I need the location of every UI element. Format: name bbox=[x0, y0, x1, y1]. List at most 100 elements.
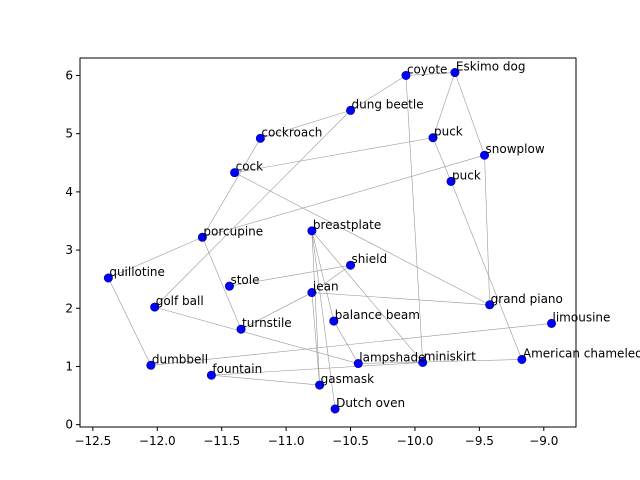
data-point bbox=[255, 133, 265, 143]
y-tick-label: 1 bbox=[65, 359, 73, 373]
x-tick-label: −12.0 bbox=[139, 434, 176, 448]
point-label: golf ball bbox=[156, 294, 204, 308]
edge-line bbox=[311, 230, 320, 386]
edge-line bbox=[154, 306, 359, 364]
edge-line bbox=[311, 292, 490, 306]
edge-line bbox=[260, 110, 351, 139]
edge-line bbox=[234, 172, 490, 306]
y-tick-label: 5 bbox=[65, 127, 73, 141]
edge-line bbox=[108, 277, 152, 366]
edge-line bbox=[311, 230, 336, 409]
x-tick-label: −10.0 bbox=[397, 434, 434, 448]
point-label: puck bbox=[452, 168, 481, 182]
data-point bbox=[197, 232, 207, 242]
data-point bbox=[230, 168, 240, 178]
y-axis: 0 1 2 3 4 5 6 bbox=[65, 68, 80, 432]
data-point bbox=[307, 226, 317, 236]
data-point bbox=[330, 404, 340, 414]
point-label: lampshade bbox=[359, 351, 425, 365]
point-label: balance beam bbox=[335, 308, 420, 322]
point-label: gasmask bbox=[321, 372, 375, 386]
y-tick-label: 4 bbox=[65, 185, 73, 199]
x-tick-label: −10.5 bbox=[332, 434, 369, 448]
data-point bbox=[446, 176, 456, 186]
data-point bbox=[401, 70, 411, 80]
edge-line bbox=[450, 181, 523, 360]
data-point bbox=[307, 288, 317, 298]
edge-line bbox=[358, 359, 522, 364]
x-tick-label: −11.5 bbox=[203, 434, 240, 448]
x-tick-label: −11.0 bbox=[268, 434, 305, 448]
data-point bbox=[329, 316, 339, 326]
point-label: quillotine bbox=[109, 265, 165, 279]
point-label: limousine bbox=[553, 310, 611, 324]
edge-line bbox=[154, 110, 351, 308]
data-point bbox=[547, 318, 557, 328]
point-label: coyote bbox=[407, 62, 447, 76]
data-point bbox=[236, 324, 246, 334]
point-label: dung beetle bbox=[352, 97, 424, 111]
point-label: jean bbox=[312, 280, 339, 294]
point-label: porcupine bbox=[203, 224, 263, 238]
data-point bbox=[480, 150, 490, 160]
edge-line bbox=[211, 374, 320, 386]
points-layer bbox=[103, 68, 557, 414]
x-axis: −12.5 −12.0 −11.5 −11.0 −10.5 −10.0 −9.5 −9.0 bbox=[74, 427, 558, 448]
edge-line bbox=[202, 237, 242, 330]
point-label: cock bbox=[236, 160, 264, 174]
edge-line bbox=[454, 72, 485, 156]
data-point bbox=[485, 300, 495, 310]
data-point bbox=[146, 360, 156, 370]
edge-line bbox=[150, 323, 552, 366]
edge-line bbox=[311, 292, 320, 386]
data-point bbox=[428, 133, 438, 143]
edge-line bbox=[240, 292, 313, 330]
point-label: snowplow bbox=[486, 142, 545, 156]
point-label: miniskirt bbox=[424, 349, 476, 363]
point-label: stole bbox=[230, 273, 259, 287]
edge-line bbox=[202, 138, 261, 238]
edge-line bbox=[311, 230, 335, 322]
point-label: Eskimo dog bbox=[456, 60, 526, 74]
y-tick-label: 2 bbox=[65, 301, 73, 315]
data-point bbox=[315, 380, 325, 390]
plot-frame bbox=[79, 57, 577, 428]
data-point bbox=[103, 273, 113, 283]
point-label: grand piano bbox=[491, 292, 563, 306]
edge-line bbox=[484, 155, 490, 305]
x-tick-label: −12.5 bbox=[74, 434, 111, 448]
point-label: American chameleon bbox=[523, 346, 640, 360]
y-tick-label: 0 bbox=[65, 418, 73, 432]
edge-line bbox=[432, 137, 452, 182]
point-label: Dutch oven bbox=[336, 396, 405, 410]
data-point bbox=[206, 370, 216, 380]
x-tick-label: −9.5 bbox=[465, 434, 494, 448]
point-label: shield bbox=[352, 252, 388, 266]
data-point bbox=[517, 354, 527, 364]
point-label: turnstile bbox=[242, 316, 292, 330]
edge-line bbox=[405, 75, 423, 363]
data-point bbox=[346, 260, 356, 270]
point-label: cockroach bbox=[261, 125, 322, 139]
edge-line bbox=[405, 72, 455, 76]
y-tick-label: 3 bbox=[65, 243, 73, 257]
edge-line bbox=[202, 154, 485, 238]
point-label: breastplate bbox=[313, 218, 381, 232]
x-tick-label: −9.0 bbox=[529, 434, 558, 448]
labels-layer: coyote Eskimo dog dung beetle cockroach puck… bbox=[109, 60, 640, 410]
point-label: fountain bbox=[212, 362, 262, 376]
edge-line bbox=[311, 264, 351, 293]
data-point bbox=[224, 281, 234, 291]
edge-line bbox=[108, 236, 203, 279]
data-point bbox=[346, 105, 356, 115]
data-point bbox=[353, 359, 363, 369]
point-label: puck bbox=[434, 125, 463, 139]
point-label: dumbbell bbox=[152, 352, 208, 366]
edge-line bbox=[234, 137, 434, 173]
edge-line bbox=[211, 362, 423, 376]
edge-line bbox=[350, 75, 407, 111]
edge-line bbox=[333, 320, 359, 364]
data-point bbox=[450, 68, 460, 78]
